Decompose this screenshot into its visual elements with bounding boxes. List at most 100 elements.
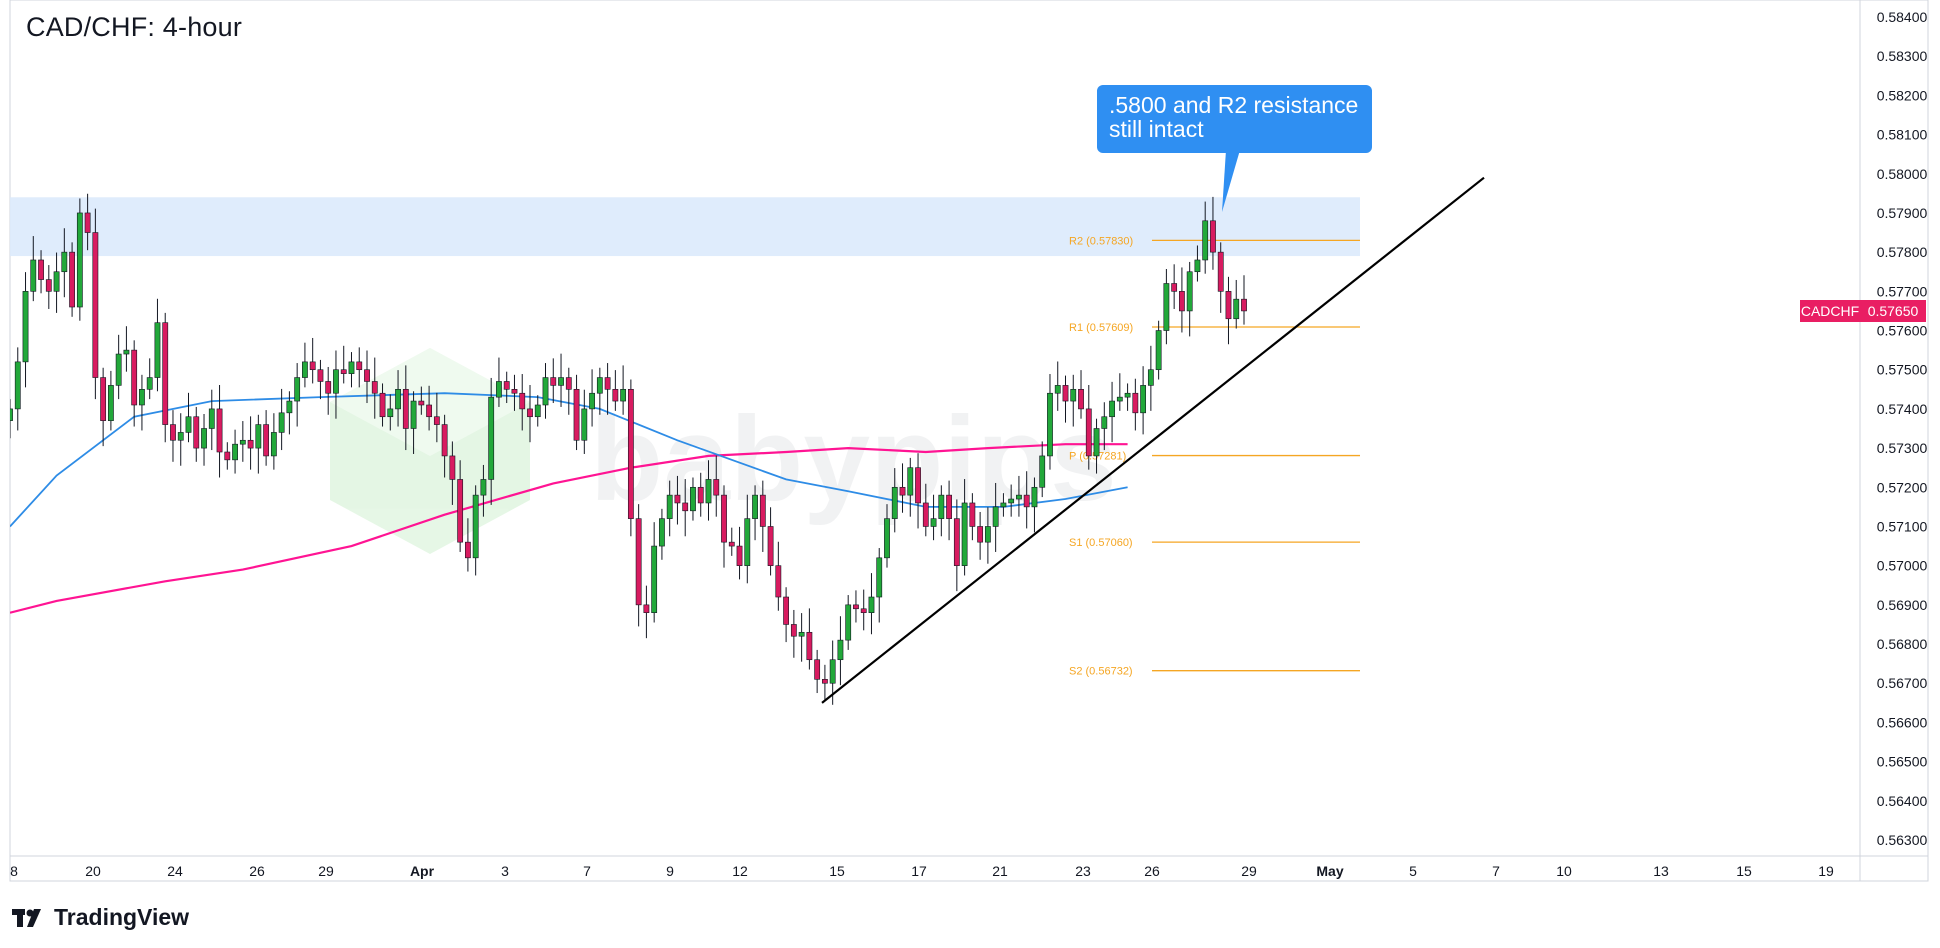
candle-body — [1225, 291, 1232, 320]
x-tick-label: 15 — [1736, 863, 1752, 879]
candle-body — [496, 381, 502, 398]
candle-body — [1116, 396, 1123, 402]
candle-body — [713, 479, 720, 496]
candle-body — [1039, 455, 1046, 488]
x-tick-label: 8 — [10, 863, 18, 879]
x-tick-label: 3 — [501, 863, 509, 879]
candle-body — [589, 392, 595, 410]
candle-body — [511, 389, 518, 394]
y-tick-label: 0.57600 — [1877, 323, 1928, 339]
candle-body — [829, 659, 836, 684]
candle-body — [302, 361, 308, 378]
x-tick-label: May — [1316, 863, 1343, 879]
x-tick-label: 21 — [992, 863, 1008, 879]
candle-body — [752, 494, 758, 519]
candle-body — [38, 259, 44, 280]
candle-body — [845, 604, 852, 641]
x-tick-label: 15 — [829, 863, 845, 879]
x-tick-label: 7 — [583, 863, 591, 879]
candle-body — [53, 271, 60, 292]
candle-body — [1194, 259, 1201, 273]
y-tick-label: 0.57000 — [1877, 558, 1928, 574]
y-tick-label: 0.58100 — [1877, 127, 1928, 143]
y-tick-label: 0.57500 — [1877, 362, 1928, 378]
candle-body — [317, 369, 324, 382]
candle-body — [581, 408, 588, 441]
candle-body — [1070, 389, 1077, 402]
candle-body — [1202, 220, 1209, 261]
candle-body — [984, 526, 991, 543]
candle-body — [612, 389, 619, 402]
candle-body — [1132, 392, 1139, 414]
candle-body — [666, 494, 673, 519]
candle-body — [907, 467, 914, 496]
candle-body — [270, 432, 277, 457]
candle-body — [891, 486, 898, 519]
watermark: babypips — [330, 348, 1117, 554]
candle-body — [705, 479, 712, 504]
candle-body — [728, 541, 735, 547]
candle-body — [930, 518, 937, 527]
y-tick-label: 0.57700 — [1877, 283, 1928, 299]
candle-body — [154, 322, 161, 378]
candle-body — [464, 541, 471, 559]
candle-body — [969, 502, 976, 527]
candle-body — [1155, 330, 1162, 371]
candle-body — [1147, 369, 1154, 386]
candle-body — [868, 596, 875, 613]
candle-body — [1186, 271, 1193, 312]
candle-body — [387, 408, 394, 418]
y-tick-label: 0.56300 — [1877, 832, 1928, 848]
candle-body — [1109, 400, 1115, 418]
candle-body — [441, 424, 448, 457]
candle-body — [115, 353, 122, 386]
candle-body — [123, 349, 130, 355]
candle-body — [1233, 298, 1240, 320]
symbol-badge: CADCHF 0.57650 — [1800, 300, 1926, 322]
svg-text:CADCHF: CADCHF — [1801, 303, 1859, 319]
candle-body — [356, 361, 363, 371]
chart-title: CAD/CHF: 4-hour — [26, 12, 243, 42]
candle-body — [744, 518, 751, 566]
candle-body — [596, 377, 603, 394]
candle-body — [915, 467, 921, 504]
x-tick-label: 5 — [1409, 863, 1417, 879]
candle-body — [340, 369, 347, 374]
candle-body — [247, 439, 254, 449]
candle-body — [364, 369, 370, 382]
candle-body — [1078, 389, 1084, 410]
candle-body — [659, 518, 665, 547]
candle-body — [69, 251, 75, 308]
candle-body — [620, 389, 627, 402]
candle-body — [30, 259, 37, 292]
candle-body — [1217, 251, 1224, 292]
pivot-label-s2: S2 (0.56732) — [1069, 666, 1133, 678]
candle-body — [22, 291, 29, 363]
y-tick-label: 0.56500 — [1877, 754, 1928, 770]
candle-body — [1101, 416, 1108, 429]
candle-body — [325, 381, 332, 394]
y-tick-label: 0.58000 — [1877, 166, 1928, 182]
x-tick-label: 9 — [666, 863, 674, 879]
candle-body — [977, 526, 984, 543]
candle-body — [278, 412, 285, 433]
candle-body — [1210, 220, 1216, 253]
candle-body — [1179, 291, 1185, 312]
candle-body — [946, 494, 952, 519]
candle-body — [697, 486, 704, 504]
x-tick-label: 13 — [1653, 863, 1669, 879]
candle-body — [177, 432, 184, 441]
uptrend-line — [821, 176, 1485, 704]
callout-line-1: .5800 and R2 resistance — [1109, 92, 1359, 118]
candle-body — [1000, 502, 1007, 508]
candle-body — [1054, 385, 1061, 394]
y-tick-label: 0.57800 — [1877, 244, 1928, 260]
candle-body — [239, 439, 246, 445]
candle-body — [232, 443, 238, 461]
candle-body — [690, 486, 696, 512]
x-tick-label: 26 — [249, 863, 265, 879]
candle-body — [775, 565, 782, 598]
tradingview-logo[interactable]: TradingView — [12, 904, 189, 931]
candle-body — [814, 659, 821, 680]
